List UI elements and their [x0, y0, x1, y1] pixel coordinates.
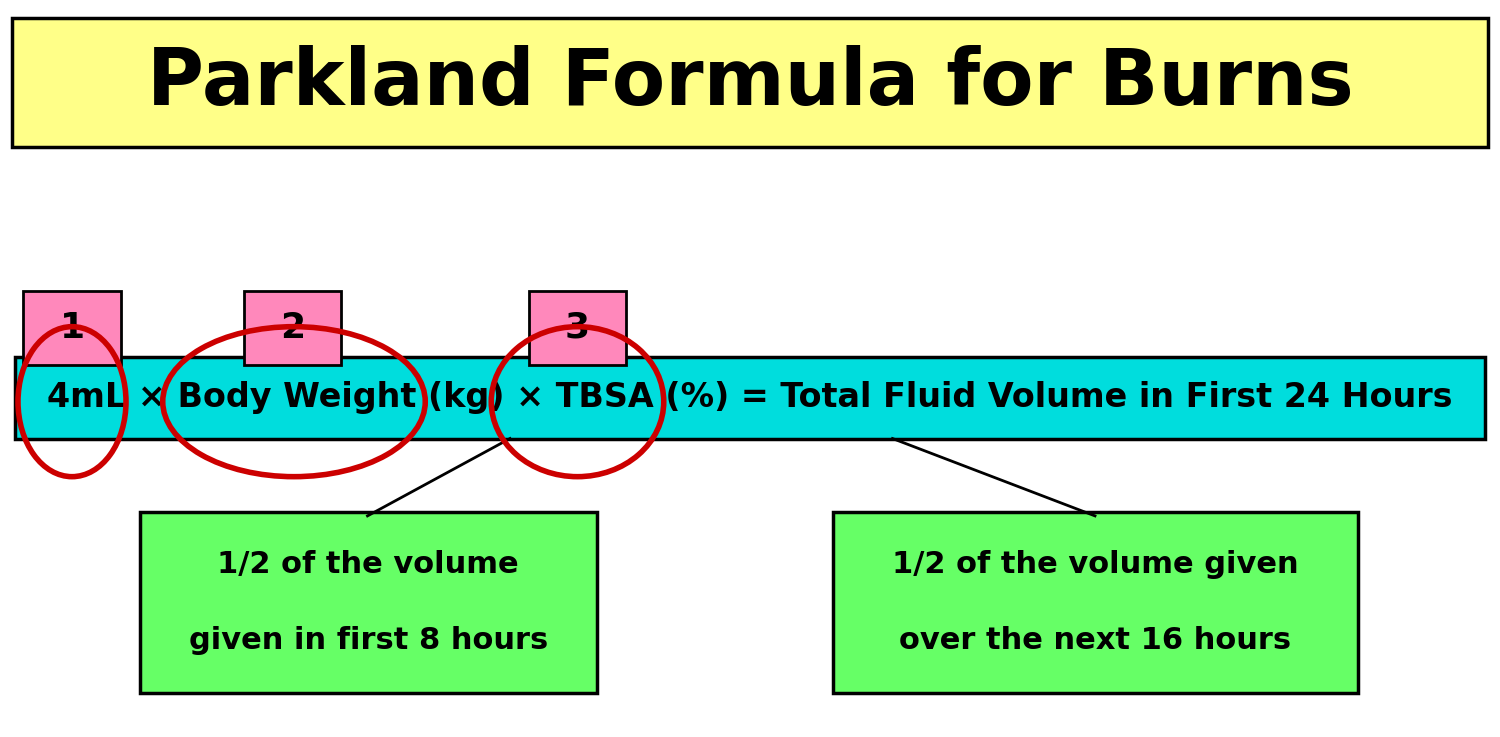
Text: 4mL × Body Weight (kg) × TBSA (%) = Total Fluid Volume in First 24 Hours: 4mL × Body Weight (kg) × TBSA (%) = Tota…	[48, 382, 1452, 414]
FancyBboxPatch shape	[528, 291, 627, 365]
Text: 1/2 of the volume given

over the next 16 hours: 1/2 of the volume given over the next 16…	[891, 550, 1299, 655]
FancyBboxPatch shape	[833, 512, 1358, 693]
FancyBboxPatch shape	[12, 18, 1488, 147]
Text: 3: 3	[566, 311, 590, 345]
FancyBboxPatch shape	[15, 357, 1485, 439]
FancyBboxPatch shape	[243, 291, 340, 365]
Text: 1: 1	[60, 311, 84, 345]
Text: 2: 2	[280, 311, 304, 345]
Text: 1/2 of the volume

given in first 8 hours: 1/2 of the volume given in first 8 hours	[189, 550, 548, 655]
FancyBboxPatch shape	[24, 291, 120, 365]
Text: Parkland Formula for Burns: Parkland Formula for Burns	[147, 45, 1353, 121]
FancyBboxPatch shape	[140, 512, 597, 693]
